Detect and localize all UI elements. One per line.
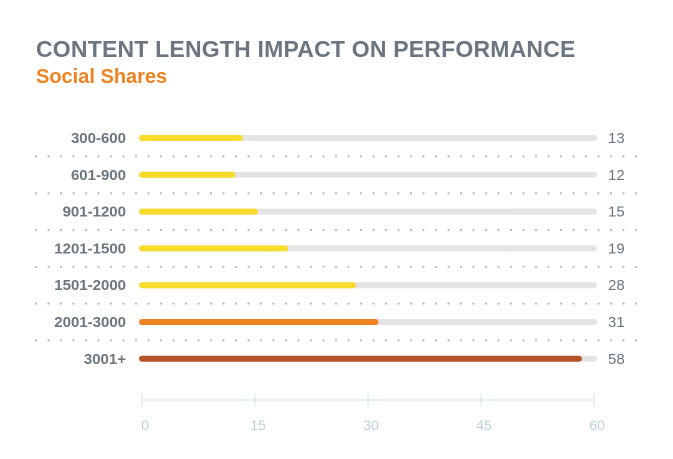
value-label: 13	[608, 130, 625, 147]
x-tick-label: 30	[363, 417, 379, 433]
x-tick-label: 60	[589, 417, 605, 433]
x-tick-label: 45	[476, 417, 492, 433]
chart-title: CONTENT LENGTH IMPACT ON PERFORMANCE	[36, 36, 576, 62]
category-label: 601-900	[71, 167, 126, 184]
dotted-separator	[34, 155, 638, 158]
dotted-separator	[34, 339, 638, 342]
category-label: 300-600	[71, 130, 126, 147]
value-label: 58	[608, 351, 625, 368]
dotted-separator	[34, 265, 638, 268]
category-label: 2001-3000	[54, 314, 126, 331]
dotted-separator	[34, 228, 638, 232]
value-label: 12	[608, 167, 625, 184]
row-separators	[34, 155, 638, 342]
chart-subtitle: Social Shares	[36, 66, 168, 88]
category-label: 1201-1500	[54, 240, 126, 257]
x-tick-label: 15	[250, 417, 266, 433]
category-label: 1501-2000	[54, 277, 126, 294]
value-label: 15	[608, 204, 625, 221]
dotted-separator	[34, 302, 638, 305]
value-labels: 13 12 15 19 28 31 58	[608, 130, 625, 368]
category-labels: 300-600 601-900 901-1200 1201-1500 1501-2000…	[54, 130, 126, 368]
value-label: 28	[608, 277, 625, 294]
value-label: 31	[608, 314, 625, 331]
bars	[139, 135, 582, 362]
dotted-separator	[34, 192, 638, 195]
category-label: 901-1200	[63, 204, 126, 221]
x-tick-label: 0	[141, 417, 149, 433]
value-label: 19	[608, 240, 625, 257]
category-label: 3001+	[84, 351, 126, 368]
x-axis: 0 15 30 45 60	[141, 393, 605, 433]
